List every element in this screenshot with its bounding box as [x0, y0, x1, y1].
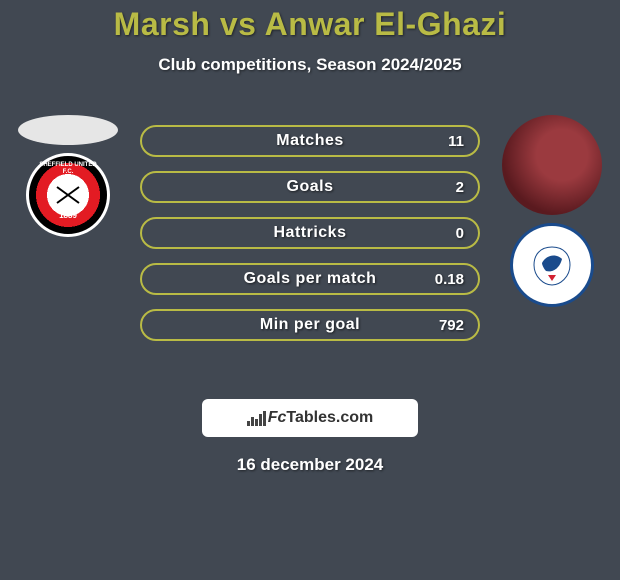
left-player-avatar	[18, 115, 118, 145]
bluebird-icon	[522, 235, 582, 295]
stat-row-gpm: Goals per match 0.18	[140, 263, 480, 295]
stat-row-matches: Matches 11	[140, 125, 480, 157]
brand-suffix: Tables.com	[286, 409, 373, 426]
bar-chart-icon	[247, 410, 266, 426]
stat-row-goals: Goals 2	[140, 171, 480, 203]
right-player-column	[492, 115, 612, 307]
stat-right-value: 2	[456, 179, 464, 196]
brand-prefix: Fc	[268, 409, 287, 426]
subtitle: Club competitions, Season 2024/2025	[0, 55, 620, 75]
stat-row-mpg: Min per goal 792	[140, 309, 480, 341]
date-text: 16 december 2024	[0, 455, 620, 475]
brand-text: FcTables.com	[268, 409, 374, 427]
stat-right-value: 792	[439, 317, 464, 334]
stat-label: Hattricks	[274, 224, 347, 242]
left-club-year: 1889	[59, 211, 77, 220]
fctables-logo: FcTables.com	[247, 409, 374, 427]
right-player-avatar	[502, 115, 602, 215]
stat-label: Matches	[276, 132, 344, 150]
stat-right-value: 11	[448, 133, 464, 150]
stat-row-hattricks: Hattricks 0	[140, 217, 480, 249]
right-club-badge	[510, 223, 594, 307]
stat-label: Goals per match	[244, 270, 377, 288]
crossed-swords-icon	[53, 185, 83, 205]
attribution-box: FcTables.com	[202, 399, 418, 437]
stat-label: Goals	[287, 178, 334, 196]
left-club-name: SHEFFIELD UNITED F.C.	[38, 162, 98, 175]
stats-list: Matches 11 Goals 2 Hattricks 0 Goals per…	[140, 125, 480, 341]
stat-right-value: 0.18	[435, 271, 464, 288]
content-area: SHEFFIELD UNITED F.C. 1889 Matches 11	[0, 115, 620, 375]
comparison-infographic: Marsh vs Anwar El-Ghazi Club competition…	[0, 0, 620, 580]
left-player-column: SHEFFIELD UNITED F.C. 1889	[8, 115, 128, 237]
page-title: Marsh vs Anwar El-Ghazi	[0, 0, 620, 43]
stat-label: Min per goal	[260, 316, 360, 334]
left-club-badge: SHEFFIELD UNITED F.C. 1889	[26, 153, 110, 237]
stat-right-value: 0	[456, 225, 464, 242]
